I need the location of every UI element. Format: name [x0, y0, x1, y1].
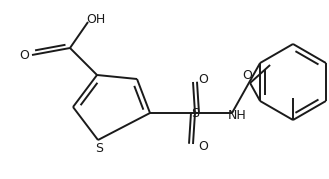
Text: NH: NH — [228, 108, 246, 122]
Text: S: S — [95, 142, 103, 156]
Text: O: O — [198, 72, 208, 86]
Text: OH: OH — [87, 13, 106, 25]
Text: O: O — [198, 141, 208, 154]
Text: O: O — [19, 49, 29, 62]
Text: S: S — [191, 107, 199, 120]
Text: O: O — [242, 69, 252, 81]
